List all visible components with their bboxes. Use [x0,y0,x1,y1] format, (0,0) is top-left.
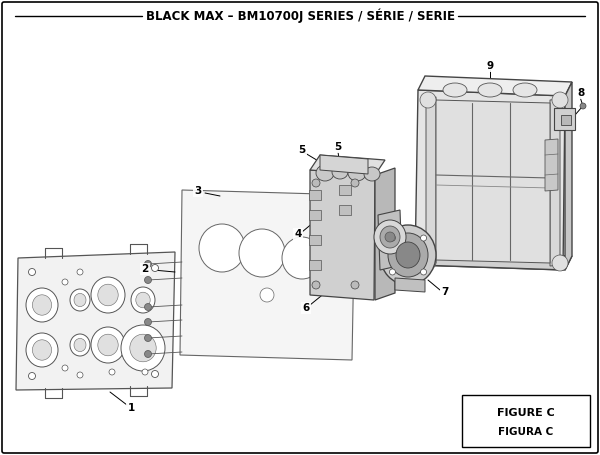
Polygon shape [180,190,355,360]
Ellipse shape [145,318,151,325]
Polygon shape [16,252,175,390]
Ellipse shape [420,254,436,270]
Polygon shape [550,99,560,266]
Ellipse shape [29,268,35,275]
Ellipse shape [313,239,359,287]
Bar [309,190,321,200]
Ellipse shape [136,292,150,308]
Ellipse shape [316,165,334,181]
Text: 3: 3 [194,186,202,196]
Polygon shape [418,251,572,270]
Polygon shape [310,155,385,175]
Ellipse shape [145,350,151,358]
Ellipse shape [62,365,68,371]
Ellipse shape [29,373,35,379]
Text: 9: 9 [487,61,494,71]
Polygon shape [418,76,572,96]
Text: 5: 5 [298,145,305,155]
Ellipse shape [380,226,400,248]
Ellipse shape [145,303,151,310]
Ellipse shape [199,224,245,272]
Ellipse shape [130,334,156,362]
Polygon shape [426,97,436,263]
Text: 7: 7 [442,287,449,297]
Polygon shape [415,90,565,270]
Ellipse shape [312,281,320,289]
Polygon shape [378,210,402,270]
Ellipse shape [98,284,118,306]
Polygon shape [554,108,575,130]
Text: FIGURE C: FIGURE C [497,408,555,418]
Text: 1: 1 [127,403,134,413]
Ellipse shape [374,220,406,254]
Ellipse shape [364,167,380,181]
Ellipse shape [260,288,274,302]
Ellipse shape [389,235,395,241]
Polygon shape [545,139,558,191]
Text: 5: 5 [334,142,341,152]
Polygon shape [561,115,571,125]
Text: 4: 4 [295,229,302,239]
Polygon shape [395,278,425,292]
Ellipse shape [109,369,115,375]
Ellipse shape [32,295,52,315]
Ellipse shape [77,372,83,378]
Ellipse shape [26,288,58,322]
Text: 2: 2 [142,264,149,274]
Bar [309,235,321,245]
Ellipse shape [74,339,86,352]
Ellipse shape [421,235,427,241]
Text: 6: 6 [302,303,310,313]
Bar [309,260,321,270]
Ellipse shape [351,281,359,289]
Bar [309,210,321,220]
Ellipse shape [74,293,86,307]
Ellipse shape [142,369,148,375]
Ellipse shape [151,264,158,272]
Polygon shape [310,170,375,300]
Ellipse shape [380,225,436,285]
Ellipse shape [26,333,58,367]
Ellipse shape [388,233,428,277]
Ellipse shape [332,165,348,179]
Ellipse shape [513,83,537,97]
Text: 8: 8 [577,88,584,98]
Ellipse shape [348,165,366,181]
Ellipse shape [121,325,165,371]
Ellipse shape [282,237,322,279]
Polygon shape [436,100,550,263]
Ellipse shape [443,83,467,97]
Ellipse shape [62,279,68,285]
Text: FIGURA C: FIGURA C [499,427,554,437]
Ellipse shape [385,232,395,242]
Ellipse shape [70,289,90,311]
Ellipse shape [312,179,320,187]
Ellipse shape [239,229,285,277]
Ellipse shape [420,92,436,108]
Ellipse shape [70,334,90,356]
Ellipse shape [91,277,125,313]
Ellipse shape [351,179,359,187]
Polygon shape [320,155,368,174]
Ellipse shape [552,255,568,271]
Ellipse shape [552,92,568,108]
Ellipse shape [421,269,427,275]
Ellipse shape [580,103,586,109]
Ellipse shape [91,327,125,363]
Ellipse shape [389,269,395,275]
Ellipse shape [151,370,158,378]
Polygon shape [375,168,395,300]
Text: BLACK MAX – BM10700J SERIES / SÉRIE / SERIE: BLACK MAX – BM10700J SERIES / SÉRIE / SE… [146,9,455,23]
Ellipse shape [77,269,83,275]
Bar [462,395,590,447]
Ellipse shape [396,242,420,268]
Polygon shape [565,82,572,270]
Ellipse shape [145,277,151,283]
Ellipse shape [478,83,502,97]
Ellipse shape [131,287,155,313]
Bar [339,205,351,215]
Ellipse shape [98,334,118,356]
Bar [339,185,351,195]
Ellipse shape [145,334,151,342]
